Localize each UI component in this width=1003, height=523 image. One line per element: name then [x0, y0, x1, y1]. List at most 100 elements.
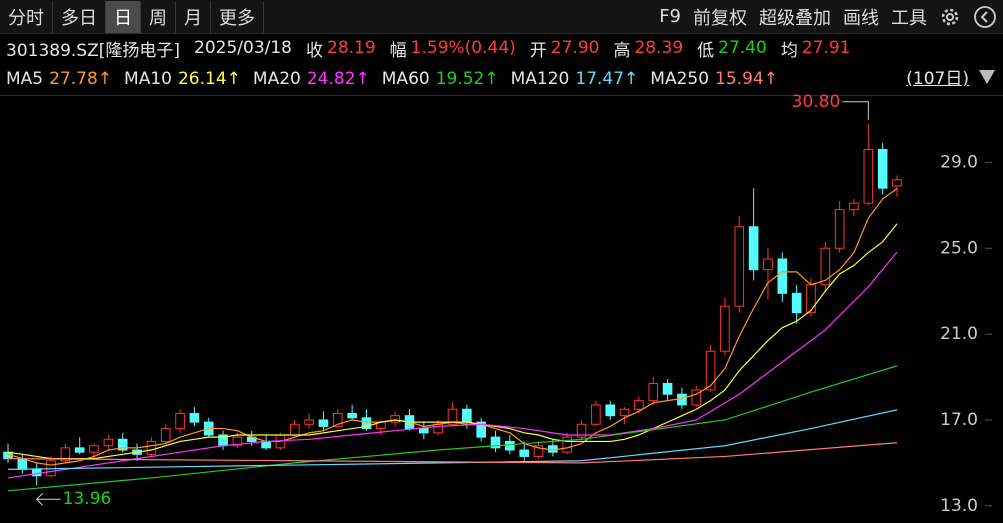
- low: 27.40: [718, 38, 767, 58]
- period-button[interactable]: 多日: [53, 0, 106, 33]
- period-button[interactable]: 周: [141, 0, 176, 33]
- period-button[interactable]: 更多: [211, 0, 264, 33]
- close: 28.19: [327, 38, 376, 58]
- candle-body: [748, 226, 759, 271]
- candle-body: [390, 415, 400, 423]
- candle-body: [863, 149, 874, 204]
- candle-body: [648, 382, 659, 402]
- candle-body: [318, 419, 329, 427]
- y-tick-label: 25.0: [940, 238, 978, 258]
- candle-body: [720, 305, 730, 352]
- candle-body: [605, 404, 616, 417]
- candle-body: [332, 413, 343, 427]
- candle-body: [705, 350, 716, 391]
- symbol: 301389.SZ[隆扬电子]: [6, 40, 181, 61]
- ma-legend: MA5 27.78↑ MA10 26.14↑ MA20 24.82↑ MA60 19.52↑ M…: [6, 66, 790, 92]
- candle-body: [634, 400, 644, 410]
- ma-line: [7, 442, 898, 464]
- candle-body: [103, 438, 114, 447]
- candle-body: [576, 423, 587, 438]
- range-selector[interactable]: (107日): [906, 69, 969, 89]
- high: 28.39: [634, 38, 684, 58]
- candle-body: [261, 440, 271, 449]
- label: 幅: [389, 40, 407, 61]
- candle-body: [591, 404, 601, 425]
- candle-body: [677, 393, 687, 406]
- candle-body: [289, 423, 300, 436]
- candle-body: [619, 408, 630, 417]
- ma-line: [7, 223, 898, 460]
- label: 均: [780, 40, 798, 61]
- period-button[interactable]: 分时: [0, 0, 53, 33]
- legend-value: 26.14↑: [177, 69, 241, 89]
- max-label: 30.80: [792, 92, 841, 112]
- min-label: 13.96: [63, 489, 112, 509]
- candle-body: [877, 149, 888, 189]
- separator: [0, 95, 1003, 96]
- candle-body: [777, 258, 788, 294]
- candle-body: [892, 179, 902, 187]
- tool-button[interactable]: 画线: [843, 7, 879, 29]
- label: 收: [306, 40, 323, 61]
- candle-body: [74, 447, 85, 453]
- candle-body: [447, 408, 458, 425]
- change: 1.59%(0.44): [410, 38, 516, 58]
- tool-button[interactable]: 工具: [891, 7, 927, 29]
- ma-line: [7, 251, 898, 479]
- candle-body: [662, 382, 673, 395]
- quote-row: 301389.SZ[隆扬电子] 2025/03/18 收 28.19 幅 1.59%…: [6, 35, 854, 61]
- candle-body: [232, 436, 243, 447]
- back-icon[interactable]: [973, 5, 997, 29]
- legend-name: MA60: [381, 69, 430, 89]
- legend-name: MA250: [650, 69, 710, 89]
- y-tick-label: 13.0: [940, 496, 978, 516]
- tool-button[interactable]: 超级叠加: [759, 7, 831, 29]
- dropdown-icon[interactable]: [979, 70, 995, 84]
- candle-body: [347, 413, 357, 419]
- tool-button[interactable]: F9: [659, 6, 681, 27]
- open: 27.90: [550, 38, 600, 58]
- avg: 27.91: [801, 38, 851, 58]
- label: 开: [529, 40, 547, 61]
- candle-body: [462, 408, 472, 423]
- candle-body: [304, 419, 314, 425]
- candle-body: [763, 258, 773, 271]
- legend-name: MA20: [252, 69, 301, 89]
- ma-line: [7, 409, 898, 470]
- candle-body: [117, 438, 128, 451]
- ma-line: [7, 365, 898, 492]
- period-button[interactable]: 日: [106, 0, 141, 33]
- candle-body: [146, 440, 157, 455]
- candle-body: [548, 445, 558, 453]
- candle-body: [820, 247, 831, 286]
- candle-body: [691, 389, 702, 406]
- max-arrow: [842, 101, 869, 120]
- legend-value: 19.52↑: [435, 69, 499, 89]
- candle-body: [849, 202, 859, 211]
- legend-name: MA120: [510, 69, 570, 89]
- candle-body: [533, 445, 544, 457]
- tool-button[interactable]: 前复权: [693, 7, 747, 29]
- min-arrow: [35, 492, 61, 506]
- candle-body: [834, 209, 845, 249]
- settings-icon[interactable]: [939, 6, 961, 28]
- toolbar: 分时 多日 日 周 月 更多 F9 前复权 超级叠加 画线 工具: [0, 0, 1003, 34]
- candle-body: [31, 468, 42, 477]
- candle-body: [17, 458, 28, 470]
- candle-body: [433, 423, 443, 434]
- candle-body: [505, 440, 515, 451]
- y-tick-label: 29.0: [940, 152, 978, 172]
- legend-value: 17.47↑: [575, 69, 639, 89]
- candle-body: [160, 428, 171, 442]
- candle-body: [476, 421, 486, 438]
- label: 低: [697, 40, 715, 61]
- legend-value: 15.94↑: [715, 69, 778, 89]
- candle-body: [361, 417, 372, 430]
- legend-value: 24.82↑: [306, 69, 370, 89]
- candle-body: [419, 428, 429, 434]
- legend-name: MA5: [6, 69, 44, 89]
- candle-body: [734, 226, 745, 307]
- period-button[interactable]: 月: [176, 0, 211, 33]
